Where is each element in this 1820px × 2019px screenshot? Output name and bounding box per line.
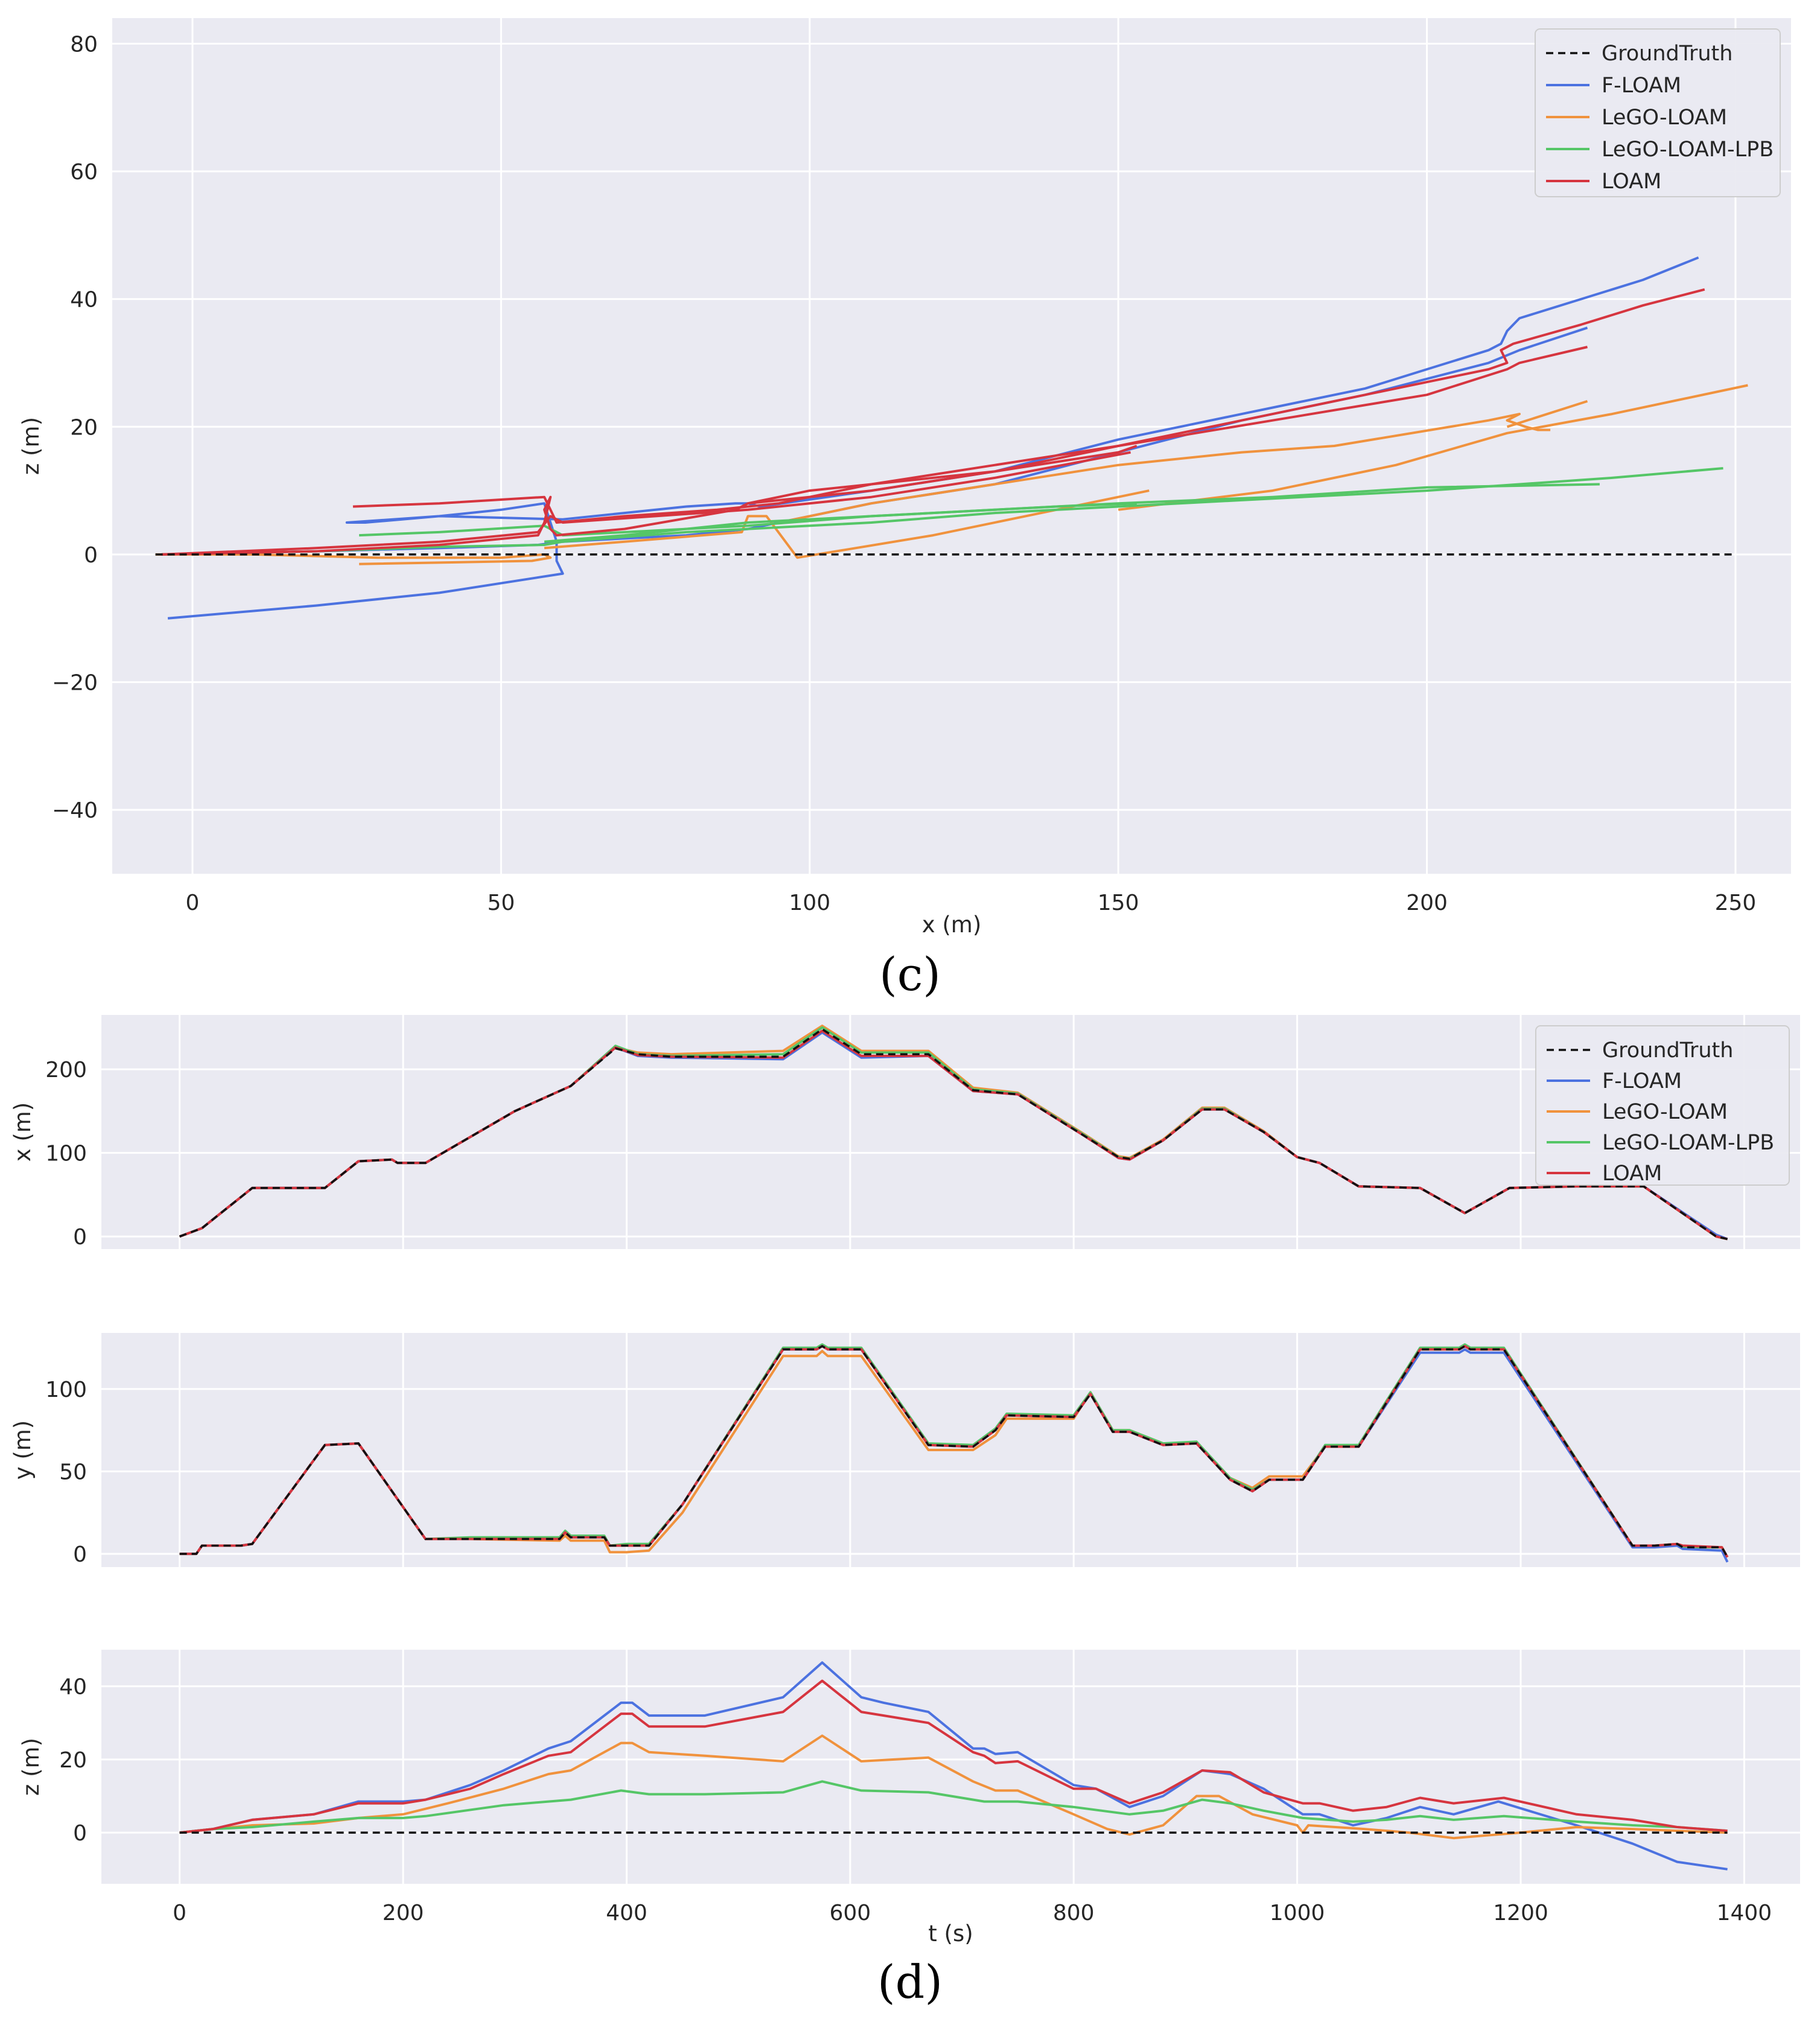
y-axis-label: y (m) [10, 1420, 36, 1480]
series-line-loam [748, 346, 1588, 505]
y-axis-label: z (m) [18, 1738, 44, 1796]
y-tick-label: 80 [70, 32, 98, 57]
plot-area [112, 18, 1791, 874]
x-tick-label: 1400 [1717, 1901, 1772, 1925]
series-line-groundtruth [179, 1344, 1729, 1558]
series-line-groundtruth [179, 1028, 1728, 1241]
series-line-lego-loam-lpb [544, 502, 1137, 543]
y-tick-label: 20 [59, 1748, 87, 1773]
y-tick-label: 50 [59, 1460, 87, 1485]
y-tick-label: 100 [45, 1378, 87, 1402]
series-line-lego-loam [544, 489, 1150, 559]
chart-c: −40 −20 0 20 40 60 80 0 50 100 150 200 250 z (m) x (m)… [18, 18, 1791, 938]
series-line-lego-loam [155, 553, 552, 565]
legend-label: F-LOAM [1602, 74, 1681, 98]
legend: GroundTruth F-LOAM LeGO-LOAM LeGO-LOAM-LPB L… [1535, 28, 1781, 197]
x-tick-label: 0 [173, 1901, 186, 1925]
y-axis-label: z (m) [18, 417, 44, 475]
y-tick-label: −40 [52, 798, 98, 823]
caption-d: (d) [877, 1955, 943, 2009]
legend-label: GroundTruth [1602, 1038, 1733, 1063]
x-tick-label: 400 [606, 1901, 648, 1925]
legend-label: LeGO-LOAM-LPB [1602, 1131, 1774, 1155]
y-tick-label: 100 [45, 1142, 87, 1166]
x-tick-label: 200 [1406, 891, 1448, 915]
x-tick-label: 50 [487, 891, 515, 915]
y-tick-label: −20 [52, 671, 98, 696]
y-tick-label: 40 [59, 1675, 87, 1700]
legend-label: LOAM [1602, 1162, 1662, 1186]
series-line-loam [179, 1679, 1728, 1834]
plot-area [101, 1650, 1800, 1884]
legend-label: F-LOAM [1602, 1069, 1682, 1093]
x-tick-label: 0 [186, 891, 200, 915]
x-tick-label: 600 [829, 1901, 871, 1925]
series-group [179, 1025, 1728, 1241]
chart-d-y: 0 50 100 y (m) [10, 1333, 1800, 1567]
series-line-lego-loam [1118, 384, 1748, 511]
x-tick-label: 100 [789, 891, 830, 915]
series-line-loam [352, 288, 1705, 524]
legend-label: LeGO-LOAM [1602, 106, 1727, 130]
series-line-loam [161, 451, 1131, 556]
series-line-lego-loam-lpb [359, 483, 1600, 537]
series-line-lego-loam [179, 1734, 1728, 1840]
x-axis-label: x (m) [922, 912, 982, 938]
y-axis-label: x (m) [10, 1102, 36, 1162]
legend-label: LeGO-LOAM-LPB [1602, 138, 1774, 162]
plot-area [101, 1015, 1800, 1249]
series-line-loam [161, 445, 1138, 556]
y-tick-label: 200 [45, 1058, 87, 1083]
caption-c: (c) [879, 947, 941, 1001]
legend-box [1535, 1025, 1790, 1186]
x-tick-label: 1000 [1270, 1901, 1325, 1925]
x-tick-label: 200 [383, 1901, 424, 1925]
x-tick-label: 150 [1098, 891, 1139, 915]
y-tick-label: 60 [70, 160, 98, 185]
y-tick-label: 0 [73, 1225, 87, 1250]
x-tick-label: 1200 [1493, 1901, 1548, 1925]
legend-label: GroundTruth [1602, 42, 1732, 66]
legend: GroundTruth F-LOAM LeGO-LOAM LeGO-LOAM-LPB L… [1535, 1025, 1790, 1186]
x-axis-label: t (s) [928, 1921, 973, 1947]
legend-box [1535, 28, 1781, 197]
x-tick-label: 250 [1715, 891, 1757, 915]
x-tick-label: 800 [1053, 1901, 1095, 1925]
y-tick-label: 20 [70, 415, 98, 440]
y-tick-label: 40 [70, 288, 98, 313]
series-line-lego-loam [778, 413, 1551, 524]
legend-label: LeGO-LOAM [1602, 1100, 1728, 1124]
series-line-f-loam [179, 1661, 1728, 1871]
series-group [179, 1343, 1729, 1563]
legend-label: LOAM [1602, 170, 1661, 194]
series-group [155, 256, 1748, 620]
series-line-lego-loam-lpb [179, 1780, 1728, 1834]
y-tick-label: 0 [84, 543, 98, 568]
chart-d-x: 0 100 200 x (m) GroundTruth F-LOAM LeGO-LOAM Le… [10, 1015, 1800, 1250]
series-line-lego-loam [1506, 399, 1588, 428]
y-tick-label: 0 [73, 1542, 87, 1567]
series-group [179, 1661, 1728, 1871]
y-tick-label: 0 [73, 1821, 87, 1846]
